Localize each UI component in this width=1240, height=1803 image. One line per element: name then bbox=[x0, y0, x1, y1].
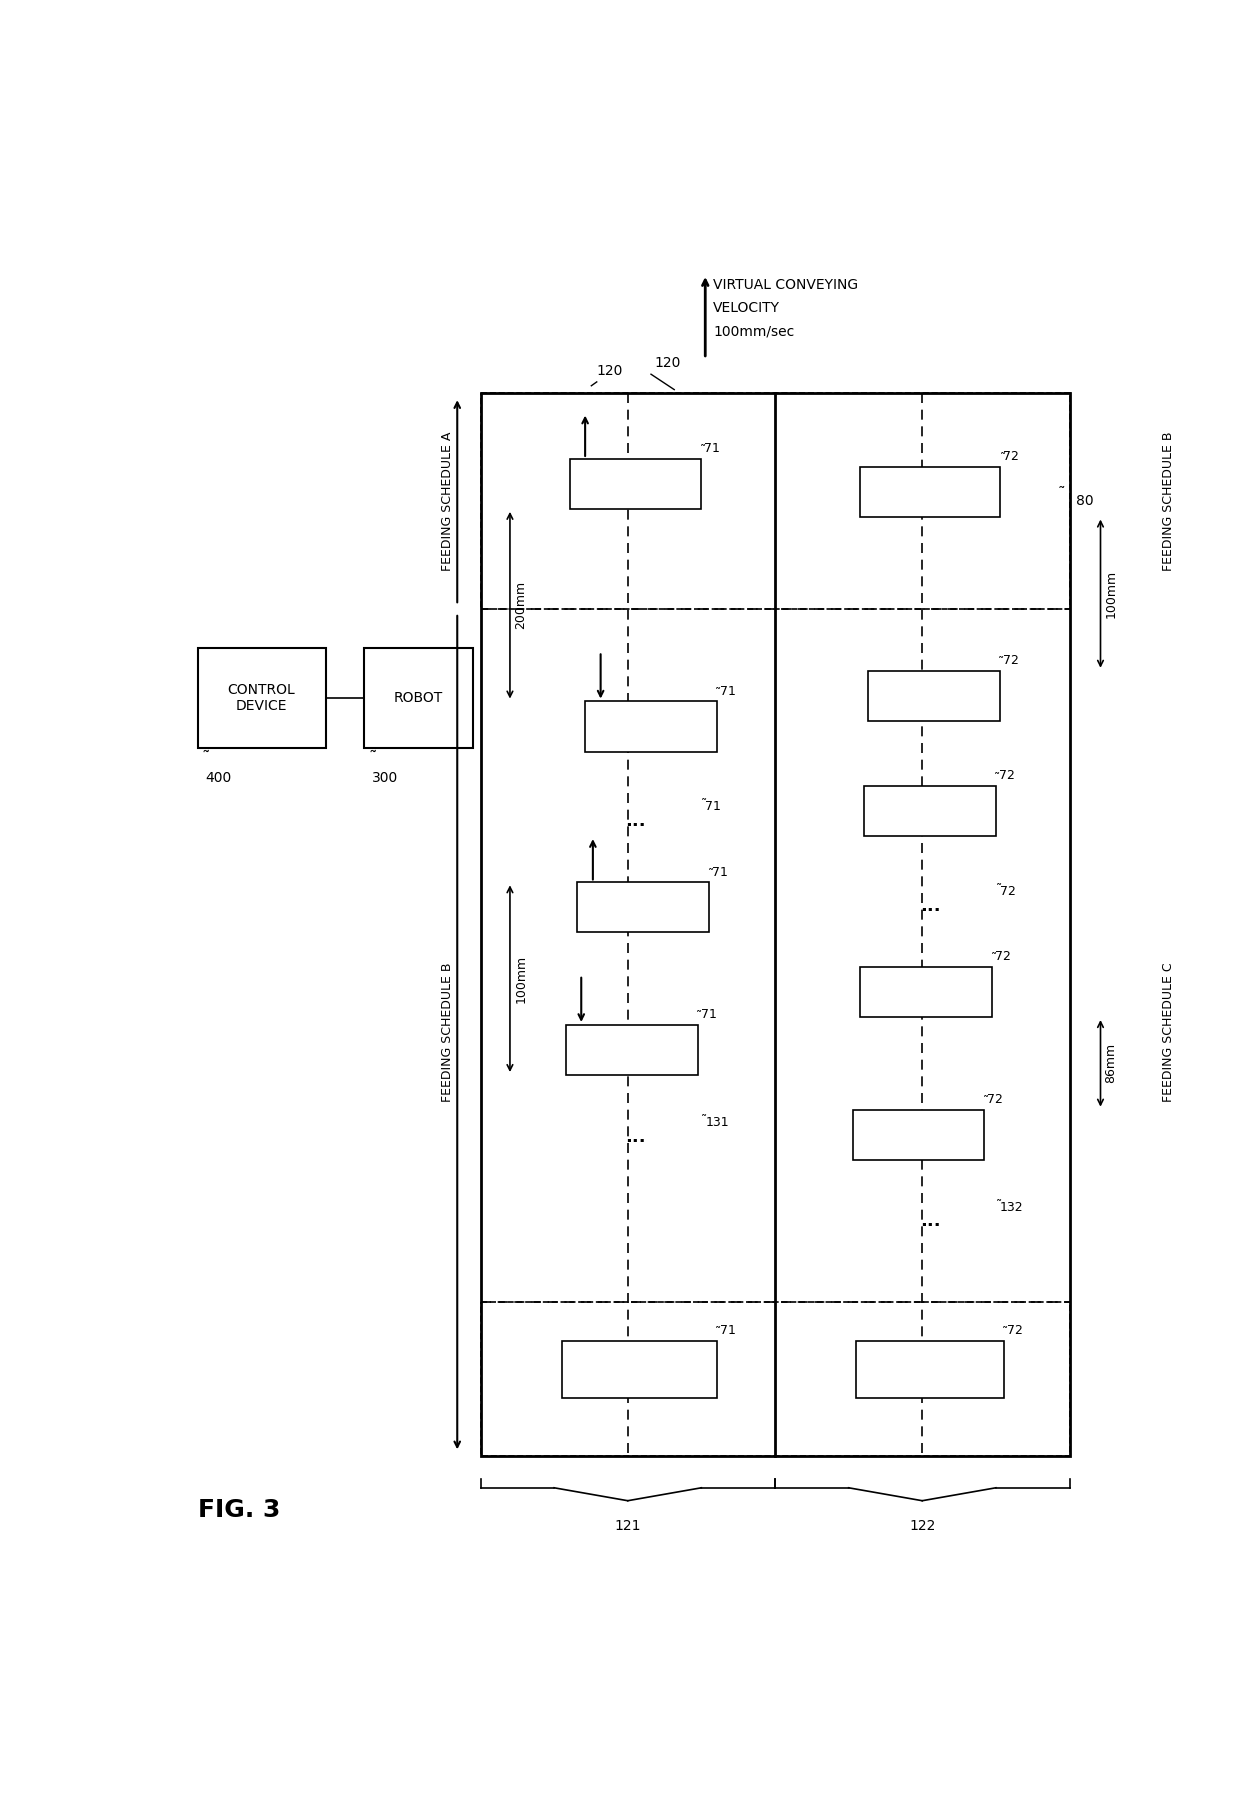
Text: 86mm: 86mm bbox=[1105, 1044, 1117, 1084]
Text: FEEDING SCHEDULE B: FEEDING SCHEDULE B bbox=[1162, 431, 1174, 572]
Text: 120: 120 bbox=[655, 357, 681, 370]
Text: ˜: ˜ bbox=[702, 799, 708, 811]
Text: 100mm: 100mm bbox=[515, 954, 527, 1002]
Bar bbox=[868, 671, 999, 721]
Text: ˜: ˜ bbox=[996, 1199, 1002, 1212]
Bar bbox=[197, 647, 325, 748]
Text: 71: 71 bbox=[706, 801, 722, 813]
Text: ˜: ˜ bbox=[1058, 487, 1065, 501]
Text: FIG. 3: FIG. 3 bbox=[197, 1498, 280, 1522]
Text: ˜: ˜ bbox=[982, 1094, 990, 1109]
Text: 72: 72 bbox=[999, 885, 1016, 898]
Text: 300: 300 bbox=[372, 772, 398, 786]
Text: 80: 80 bbox=[1076, 494, 1094, 508]
Text: FEEDING SCHEDULE C: FEEDING SCHEDULE C bbox=[1162, 963, 1174, 1102]
Text: ...: ... bbox=[625, 811, 646, 829]
Text: 71: 71 bbox=[701, 1008, 717, 1020]
Text: ˜: ˜ bbox=[999, 453, 1006, 465]
Text: ˜: ˜ bbox=[368, 750, 377, 768]
Text: VELOCITY: VELOCITY bbox=[713, 301, 780, 316]
Bar bbox=[861, 966, 992, 1017]
Text: 71: 71 bbox=[712, 865, 728, 878]
Text: ˜: ˜ bbox=[715, 1325, 722, 1340]
Text: 71: 71 bbox=[720, 685, 735, 698]
Text: 100mm: 100mm bbox=[1105, 570, 1117, 618]
Text: 121: 121 bbox=[615, 1520, 641, 1533]
Text: 200mm: 200mm bbox=[515, 581, 527, 629]
Text: 132: 132 bbox=[999, 1201, 1023, 1213]
Text: FEEDING SCHEDULE B: FEEDING SCHEDULE B bbox=[441, 963, 454, 1102]
Bar bbox=[562, 1341, 717, 1399]
Text: ˜: ˜ bbox=[715, 687, 722, 700]
Text: 72: 72 bbox=[999, 770, 1014, 783]
Bar bbox=[481, 1302, 1069, 1457]
Text: ˜: ˜ bbox=[699, 444, 706, 458]
Text: ˜: ˜ bbox=[996, 883, 1002, 896]
Text: 71: 71 bbox=[720, 1323, 735, 1336]
Text: ˜: ˜ bbox=[994, 772, 1001, 784]
Text: CONTROL
DEVICE: CONTROL DEVICE bbox=[227, 683, 295, 712]
Text: ˜: ˜ bbox=[702, 1114, 708, 1127]
Bar bbox=[569, 460, 702, 508]
Text: 400: 400 bbox=[206, 772, 232, 786]
Bar bbox=[481, 393, 1069, 609]
Text: ...: ... bbox=[920, 1212, 940, 1230]
Bar bbox=[565, 1024, 697, 1075]
Bar bbox=[578, 882, 709, 932]
Text: 72: 72 bbox=[1003, 654, 1019, 667]
Bar bbox=[857, 1341, 1003, 1399]
Text: 100mm/sec: 100mm/sec bbox=[713, 325, 795, 339]
Text: 72: 72 bbox=[994, 950, 1011, 963]
Text: ...: ... bbox=[920, 896, 940, 914]
Text: ˜: ˜ bbox=[696, 1010, 702, 1024]
Text: ...: ... bbox=[625, 1127, 646, 1145]
Text: 71: 71 bbox=[704, 442, 720, 454]
Text: 72: 72 bbox=[1007, 1323, 1023, 1336]
Bar bbox=[861, 467, 999, 517]
Text: ROBOT: ROBOT bbox=[394, 691, 443, 705]
Text: ˜: ˜ bbox=[201, 750, 210, 768]
Text: ˜: ˜ bbox=[1002, 1325, 1008, 1340]
Bar bbox=[481, 393, 1069, 1457]
Text: ˜: ˜ bbox=[708, 867, 714, 882]
Bar bbox=[365, 647, 472, 748]
Text: 72: 72 bbox=[1003, 449, 1019, 463]
Text: 122: 122 bbox=[909, 1520, 935, 1533]
Text: ˜: ˜ bbox=[998, 656, 1004, 669]
Text: VIRTUAL CONVEYING: VIRTUAL CONVEYING bbox=[713, 278, 858, 292]
Bar bbox=[853, 1109, 985, 1159]
Bar bbox=[585, 701, 717, 752]
Text: 120: 120 bbox=[596, 364, 624, 379]
Text: 131: 131 bbox=[706, 1116, 729, 1129]
Text: 72: 72 bbox=[987, 1093, 1003, 1105]
Text: ˜: ˜ bbox=[991, 952, 997, 966]
Text: FEEDING SCHEDULE A: FEEDING SCHEDULE A bbox=[441, 431, 454, 572]
Bar bbox=[864, 786, 996, 837]
